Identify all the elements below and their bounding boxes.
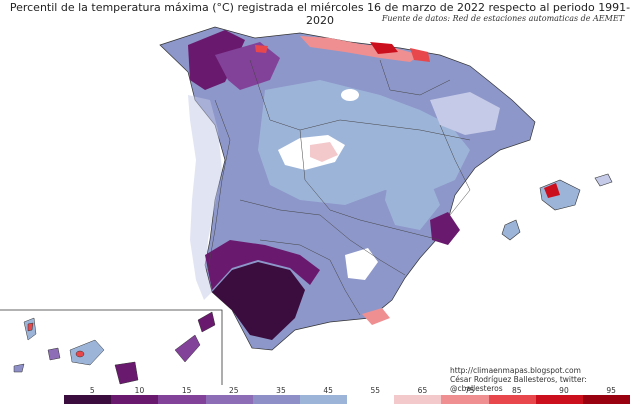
ibiza-island [501, 219, 521, 241]
fuerteventura-island [174, 334, 201, 363]
tenerife-red-spot [75, 350, 85, 358]
portugal-region [188, 95, 222, 300]
la-palma-red-spot [27, 322, 34, 332]
legend-label: 90 [559, 386, 569, 395]
lanzarote-island [197, 311, 216, 333]
basque-red-zone [370, 42, 398, 54]
legend-label: 75 [464, 386, 475, 395]
legend-swatch [111, 395, 159, 404]
regional-borders [207, 59, 471, 316]
southwest-dark-zone [205, 240, 320, 290]
legend-swatch [582, 395, 631, 404]
canary-islands [13, 311, 216, 385]
gran-canaria-island [114, 361, 139, 385]
southwest-darkest-zone [212, 262, 305, 340]
legend-swatch [205, 395, 254, 404]
legend-swatch [535, 395, 584, 404]
legend-swatch [158, 395, 206, 404]
legend-label: 55 [370, 386, 381, 395]
legend-swatch [252, 395, 301, 404]
legend-swatch [488, 395, 537, 404]
legend-label: 35 [276, 386, 286, 395]
legend-label: 25 [229, 386, 239, 395]
ebro-light-zone [430, 92, 500, 135]
legend-swatch [441, 395, 489, 404]
galicia-mid-zone [215, 42, 280, 90]
legend-swatch [299, 395, 348, 404]
author-credit: César Rodríguez Ballesteros, twitter: @c… [450, 375, 587, 393]
legend-swatch [394, 395, 442, 404]
tenerife-island [69, 339, 105, 366]
blog-url: http://climaenmapas.blogspot.com [450, 366, 581, 375]
la-gomera-island [47, 347, 61, 361]
canary-inset-frame [0, 309, 223, 385]
central-light-zone [258, 80, 470, 205]
legend-swatch [347, 395, 395, 404]
legend-label: 85 [512, 386, 522, 395]
north-white-spot [341, 89, 359, 101]
cantabria-red-zone [300, 36, 420, 62]
legend-label: 45 [323, 386, 333, 395]
el-hierro-island [13, 363, 25, 373]
asturias-red-zone [410, 48, 430, 62]
menorca-island [594, 173, 613, 187]
legend-label: 10 [134, 386, 145, 395]
data-source-note: Fuente de datos: Red de estaciones autom… [381, 14, 624, 23]
map-title: Percentil de la temperatura máxima (°C) … [9, 1, 631, 27]
east-light-zone [385, 170, 440, 230]
mallorca-red-zone [544, 183, 560, 198]
legend-label: 95 [606, 386, 616, 395]
legend-label: 15 [181, 386, 192, 395]
almeria-red-zone [362, 308, 390, 325]
legend-label: 65 [417, 386, 428, 395]
valencia-dark-zone [430, 212, 460, 245]
color-legend: 5 10 15 25 35 45 55 65 75 85 90 95 [64, 386, 631, 406]
madrid-pink-zone [310, 142, 338, 162]
balearic-islands [501, 173, 613, 241]
galicia-dark-zone [188, 30, 245, 90]
southeast-white-zone [345, 248, 378, 280]
legend-swatch [64, 395, 112, 404]
legend-label: 5 [89, 386, 95, 395]
galicia-red-zone [255, 45, 268, 53]
